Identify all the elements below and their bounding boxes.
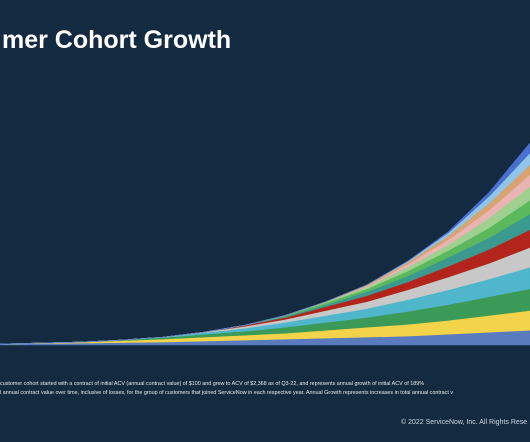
chart-title: mer Cohort Growth — [2, 26, 231, 54]
copyright: © 2022 ServiceNow, Inc. All Rights Rese — [401, 418, 527, 426]
footnote: customer cohort started with a contract … — [0, 381, 424, 387]
footnote: l annual contract value over time, inclu… — [0, 390, 453, 396]
area — [0, 142, 530, 345]
